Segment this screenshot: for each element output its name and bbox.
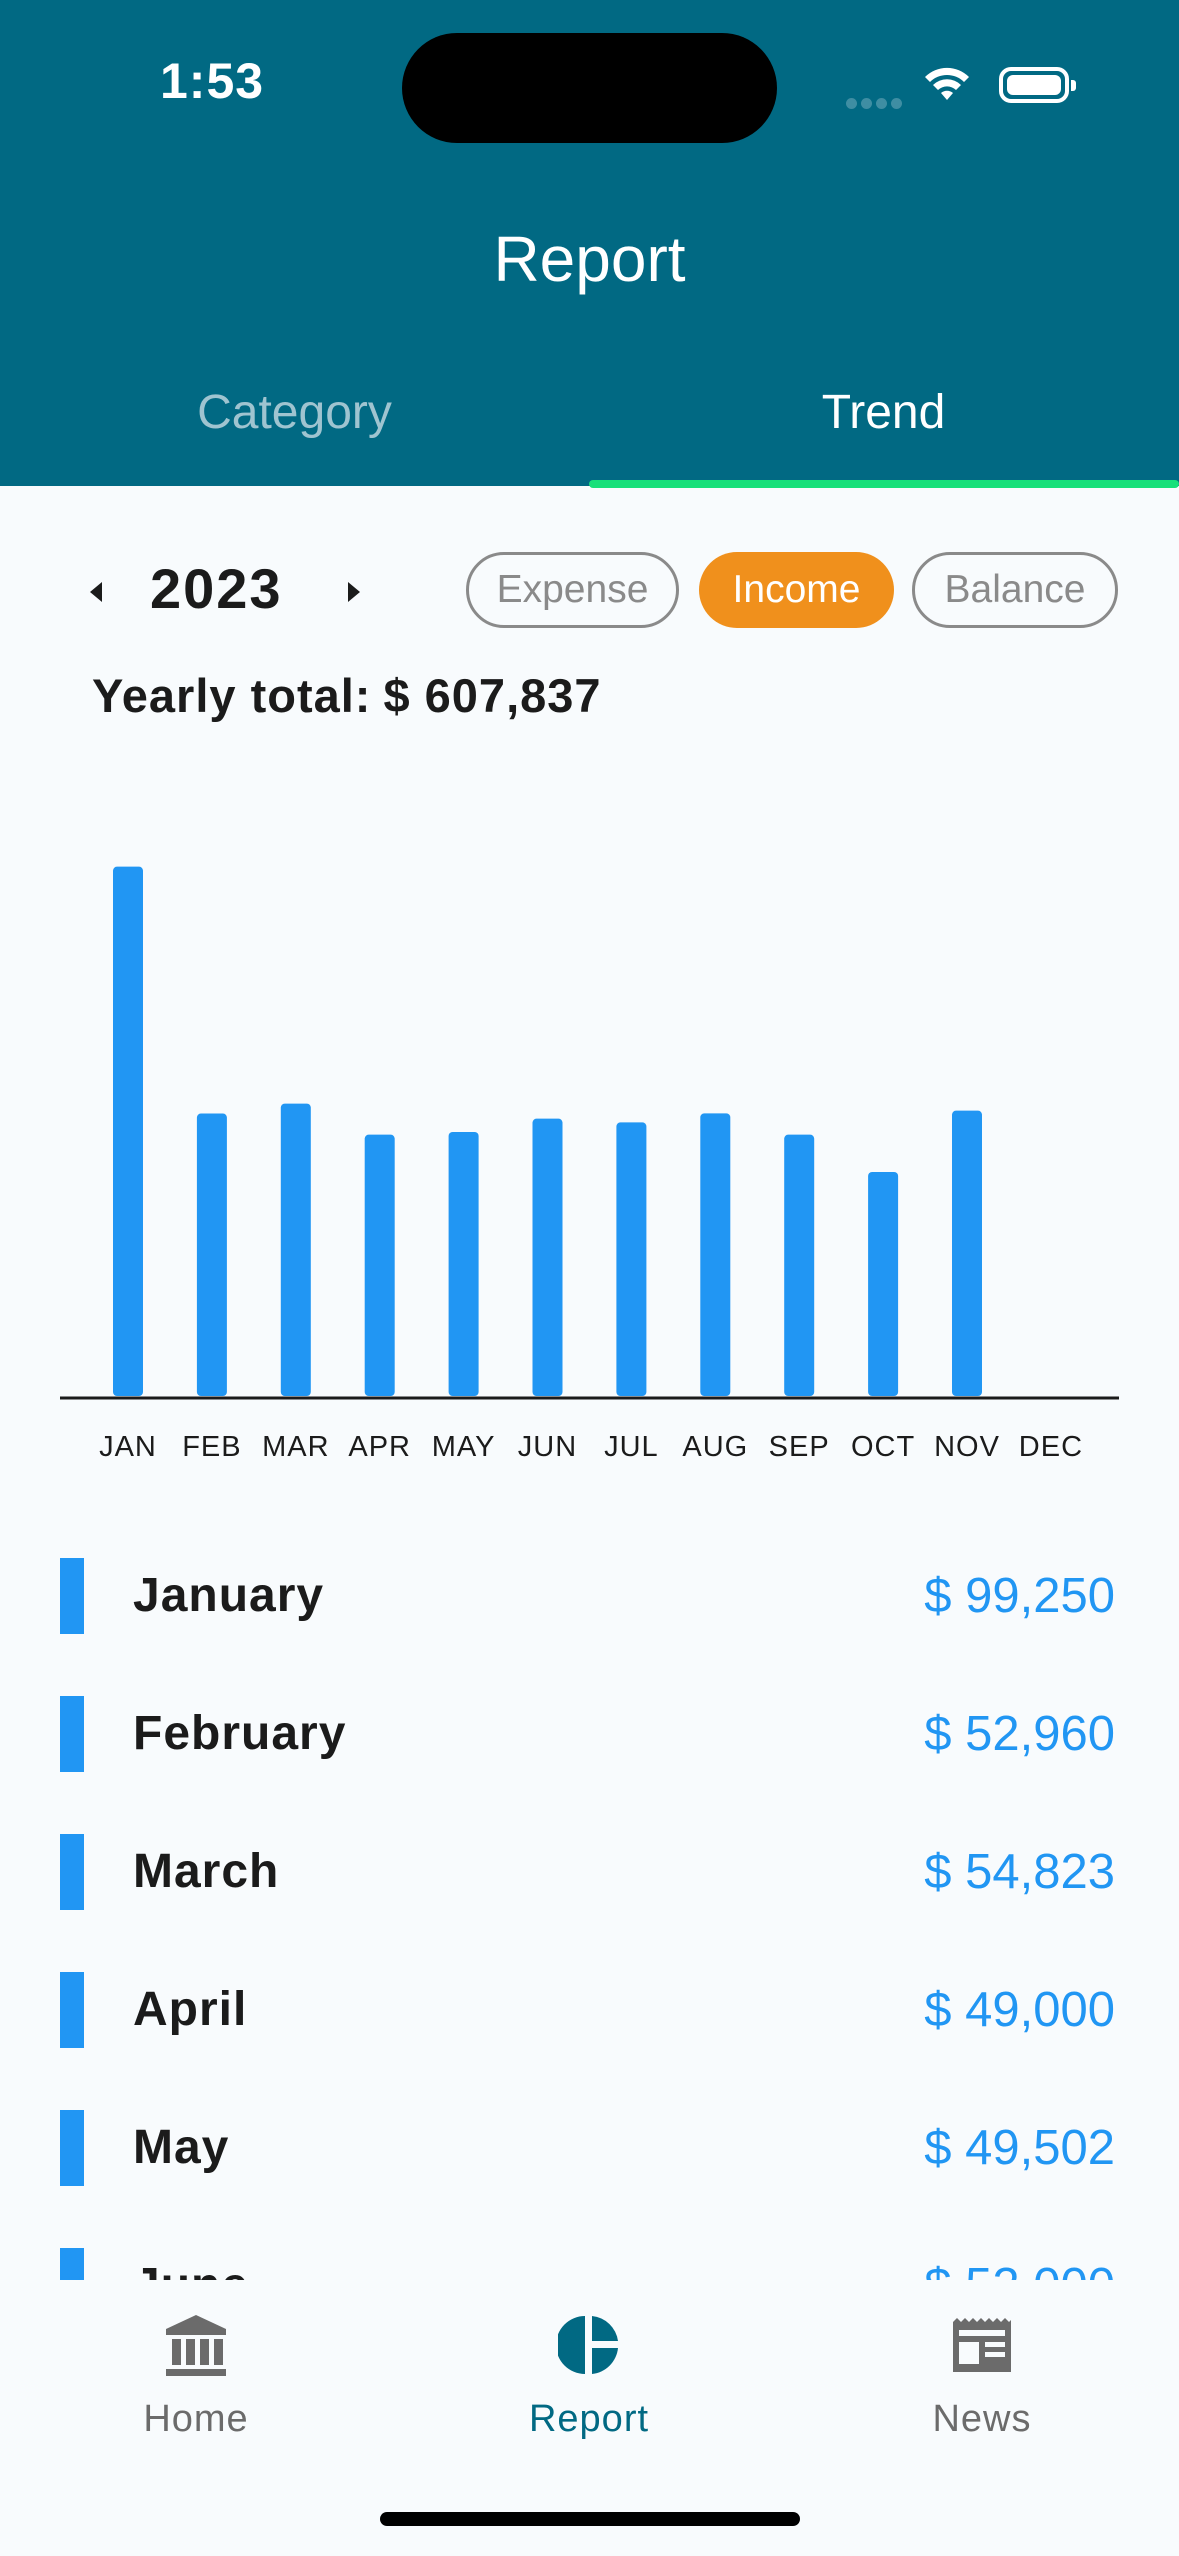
next-year-button[interactable] <box>334 572 374 612</box>
battery-icon <box>999 67 1076 103</box>
month-amount: $ 49,502 <box>924 2121 1115 2175</box>
color-marker <box>60 1834 84 1910</box>
tab-category[interactable]: Category <box>197 386 392 439</box>
bar-oct <box>868 1172 899 1396</box>
tick-label-apr: APR <box>348 1431 411 1463</box>
cellular-signal-icon <box>846 96 906 114</box>
wifi-icon <box>922 62 972 107</box>
nav-report-label: Report <box>528 2398 650 2440</box>
list-item[interactable]: March $ 54,823 <box>0 1816 1179 1954</box>
yearly-total-value: $ 607,837 <box>383 669 602 722</box>
tab-trend[interactable]: Trend <box>821 386 946 439</box>
color-marker <box>60 1558 84 1634</box>
income-toggle[interactable]: Income <box>699 552 894 628</box>
tick-label-dec: DEC <box>1019 1431 1083 1463</box>
tick-label-nov: NOV <box>934 1431 1000 1463</box>
dynamic-island <box>402 33 777 143</box>
month-amount: $ 49,000 <box>924 1983 1115 2037</box>
tick-label-sep: SEP <box>769 1431 830 1463</box>
nav-home[interactable]: Home <box>66 2300 326 2441</box>
list-item[interactable]: February $ 52,960 <box>0 1678 1179 1816</box>
nav-news[interactable]: News <box>852 2300 1112 2441</box>
month-name: February <box>133 1707 347 1760</box>
month-amount: $ 52,000 <box>924 2258 1115 2280</box>
bar-feb <box>196 1113 227 1396</box>
list-item[interactable]: April $ 49,000 <box>0 1954 1179 2092</box>
yearly-total-label: Yearly total: <box>92 669 372 722</box>
expense-toggle[interactable]: Expense <box>466 552 679 628</box>
list-item[interactable]: May $ 49,502 <box>0 2092 1179 2230</box>
nav-report[interactable]: Report <box>459 2300 719 2441</box>
home-indicator <box>380 2512 800 2526</box>
status-time: 1:53 <box>160 53 265 109</box>
caret-left-icon <box>90 582 102 602</box>
yearly-total: Yearly total: $ 607,837 <box>92 668 614 723</box>
nav-news-label: News <box>932 2398 1032 2440</box>
month-name: May <box>133 2121 230 2174</box>
month-name: January <box>133 1569 325 1622</box>
month-list: January $ 99,250 February $ 52,960 March… <box>0 1540 1179 2280</box>
tick-label-jan: JAN <box>99 1431 157 1463</box>
pie-chart-icon <box>459 2300 719 2390</box>
color-marker <box>60 2110 84 2186</box>
month-amount: $ 52,960 <box>924 1707 1115 1761</box>
tick-label-mar: MAR <box>262 1431 329 1463</box>
monthly-income-chart: JAN FEB MAR APR MAY JUN JUL AUG SEP OCT NOV DEC <box>60 866 1119 1463</box>
bottom-nav: Home Report News <box>0 2280 1179 2556</box>
nav-home-label: Home <box>143 2398 249 2440</box>
color-marker <box>60 1696 84 1772</box>
month-amount: $ 54,823 <box>924 1845 1115 1899</box>
bar-mar <box>280 1103 311 1396</box>
newspaper-icon <box>852 2300 1112 2390</box>
previous-year-button[interactable] <box>76 572 116 612</box>
year-label: 2023 <box>150 557 283 620</box>
tick-label-feb: FEB <box>182 1431 241 1463</box>
bar-apr <box>364 1134 395 1396</box>
month-name: March <box>133 1845 280 1898</box>
bar-may <box>448 1131 479 1396</box>
caret-right-icon <box>348 582 360 602</box>
balance-toggle[interactable]: Balance <box>912 552 1118 628</box>
tick-label-may: MAY <box>432 1431 496 1463</box>
tab-indicator <box>589 480 1179 488</box>
bar-jul <box>616 1122 647 1396</box>
month-name: April <box>133 1983 248 2036</box>
tick-label-jul: JUL <box>604 1431 659 1463</box>
app-header: 1:53 Report Category Trend <box>0 0 1179 488</box>
bar-jan <box>113 866 143 1396</box>
list-item[interactable]: January $ 99,250 <box>0 1540 1179 1678</box>
tick-label-oct: OCT <box>851 1431 915 1463</box>
color-marker <box>60 2248 84 2280</box>
bank-icon <box>66 2300 326 2390</box>
bar-nov <box>952 1110 982 1396</box>
tick-label-jun: JUN <box>518 1431 577 1463</box>
page-title: Report <box>493 223 686 295</box>
month-name: June <box>133 2258 249 2280</box>
month-amount: $ 99,250 <box>924 1569 1115 1623</box>
bar-aug <box>700 1113 731 1396</box>
color-marker <box>60 1972 84 2048</box>
bar-jun <box>532 1118 563 1396</box>
list-item[interactable]: June $ 52,000 <box>0 2230 1179 2280</box>
tick-label-aug: AUG <box>682 1431 748 1463</box>
bar-sep <box>784 1134 815 1396</box>
